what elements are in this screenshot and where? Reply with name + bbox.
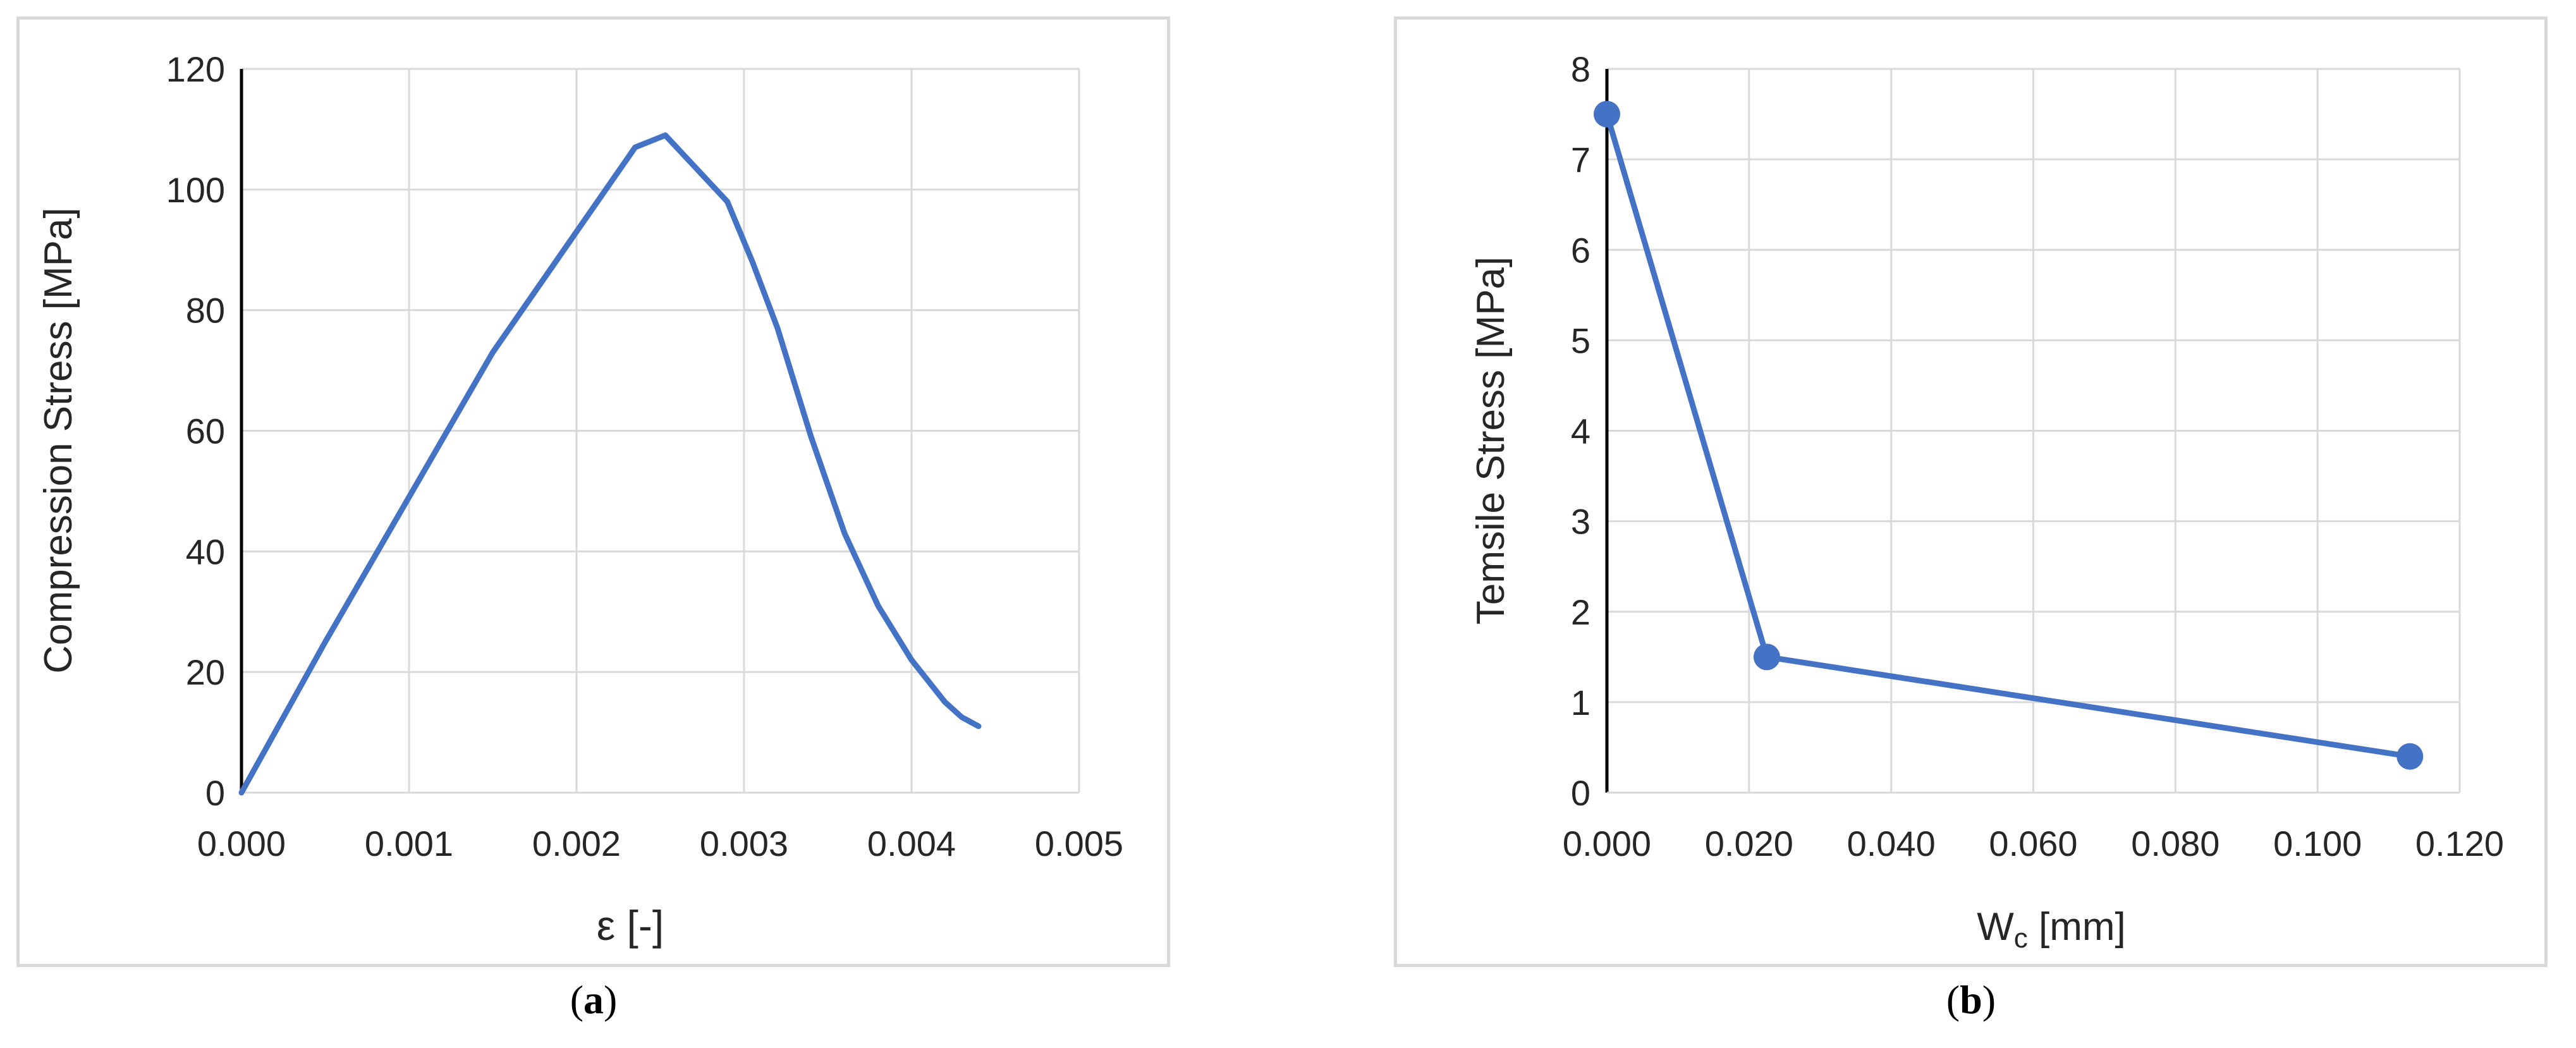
chart-b-y-axis-label: Temsile Stress [MPa] [1469, 257, 1513, 625]
chart-a-series [238, 132, 982, 796]
chart-b-x-tick-label: 0.080 [2131, 824, 2219, 863]
chart-b-y-tick-label: 5 [1571, 320, 1590, 360]
chart-a-y-tick-label: 40 [186, 532, 225, 571]
chart-b-x-tick-label: 0.100 [2273, 824, 2362, 863]
chart-a-series-line [238, 132, 982, 796]
chart-b-x-axis-label: Wc [mm] [1977, 905, 2126, 954]
chart-a-svg: 0.000 0.001 0.002 0.003 0.004 0.005 0 20 40 60 80 1… [37, 49, 1124, 949]
chart-b-y-tick-label: 1 [1571, 683, 1590, 722]
chart-a-y-tick-label: 100 [166, 170, 225, 210]
chart-b-data-point [1594, 101, 1620, 128]
chart-a-y-tick-label: 20 [186, 652, 225, 692]
chart-b-data-point [1753, 643, 1780, 671]
chart-a-x-tick-label: 0.003 [700, 824, 788, 863]
caption-b-letter: b [1960, 977, 1982, 1022]
chart-panel-b: 0.000 0.020 0.040 0.060 0.080 0.100 0.120 0 1 2 3 4… [1394, 16, 2548, 967]
chart-b-y-tick-label: 2 [1571, 592, 1590, 632]
chart-b-y-tick-label: 6 [1571, 230, 1590, 270]
chart-a-y-tick-label: 80 [186, 291, 225, 331]
chart-b-axes [1605, 69, 2460, 794]
chart-b-y-tick-label: 0 [1571, 773, 1590, 813]
chart-a-grid [241, 68, 1080, 793]
chart-b-data-point [2396, 743, 2424, 770]
chart-b-x-tick-label: 0.040 [1847, 824, 1936, 863]
chart-a-y-tick-label: 0 [205, 773, 225, 813]
chart-b-x-tick-label: 0.020 [1705, 824, 1793, 863]
caption-a-letter: a [583, 977, 604, 1022]
chart-a-y-tick-label: 120 [166, 49, 225, 89]
chart-b-y-tick-label: 3 [1571, 502, 1590, 542]
chart-a-y-tick-label: 60 [186, 411, 225, 451]
chart-a-x-tick-label: 0.001 [365, 824, 453, 863]
chart-b-y-tick-label: 4 [1571, 411, 1590, 451]
chart-panel-a: 0.000 0.001 0.002 0.003 0.004 0.005 0 20 40 60 80 1… [16, 16, 1170, 967]
chart-b-x-axis-label-main: W [1977, 905, 2014, 949]
chart-b-series-line [1604, 111, 2413, 760]
caption-b: (b) [1946, 977, 1996, 1022]
chart-a-x-tick-label: 0.004 [867, 824, 956, 863]
chart-b-x-tick-label: 0.120 [2415, 824, 2504, 863]
chart-b-x-tick-label: 0.000 [1563, 824, 1651, 863]
chart-b-x-axis-label-unit: [mm] [2028, 905, 2126, 949]
chart-a-x-tick-label: 0.005 [1035, 824, 1123, 863]
chart-b-x-tick-label: 0.060 [1989, 824, 2077, 863]
chart-b-grid [1607, 68, 2461, 793]
chart-b-y-tick-label: 7 [1571, 140, 1590, 180]
chart-a-axes [240, 69, 1079, 794]
caption-a: (a) [570, 977, 618, 1022]
chart-b-ticks: 0.000 0.020 0.040 0.060 0.080 0.100 0.120 0 1 2 3 4… [1563, 49, 2504, 863]
chart-b-y-tick-label: 8 [1571, 49, 1590, 89]
chart-a-x-tick-label: 0.002 [532, 824, 621, 863]
chart-b-series [1594, 101, 2424, 770]
chart-a-ticks: 0.000 0.001 0.002 0.003 0.004 0.005 0 20 40 60 80 1… [166, 49, 1124, 863]
chart-b-x-axis-label-sub: c [2014, 923, 2028, 954]
chart-b-svg: 0.000 0.020 0.040 0.060 0.080 0.100 0.120 0 1 2 3 4… [1469, 49, 2504, 954]
chart-a-y-axis-label: Compression Stress [MPa] [37, 207, 80, 673]
chart-a-x-tick-label: 0.000 [197, 824, 286, 863]
chart-a-x-axis-label: ε [-] [597, 902, 664, 949]
